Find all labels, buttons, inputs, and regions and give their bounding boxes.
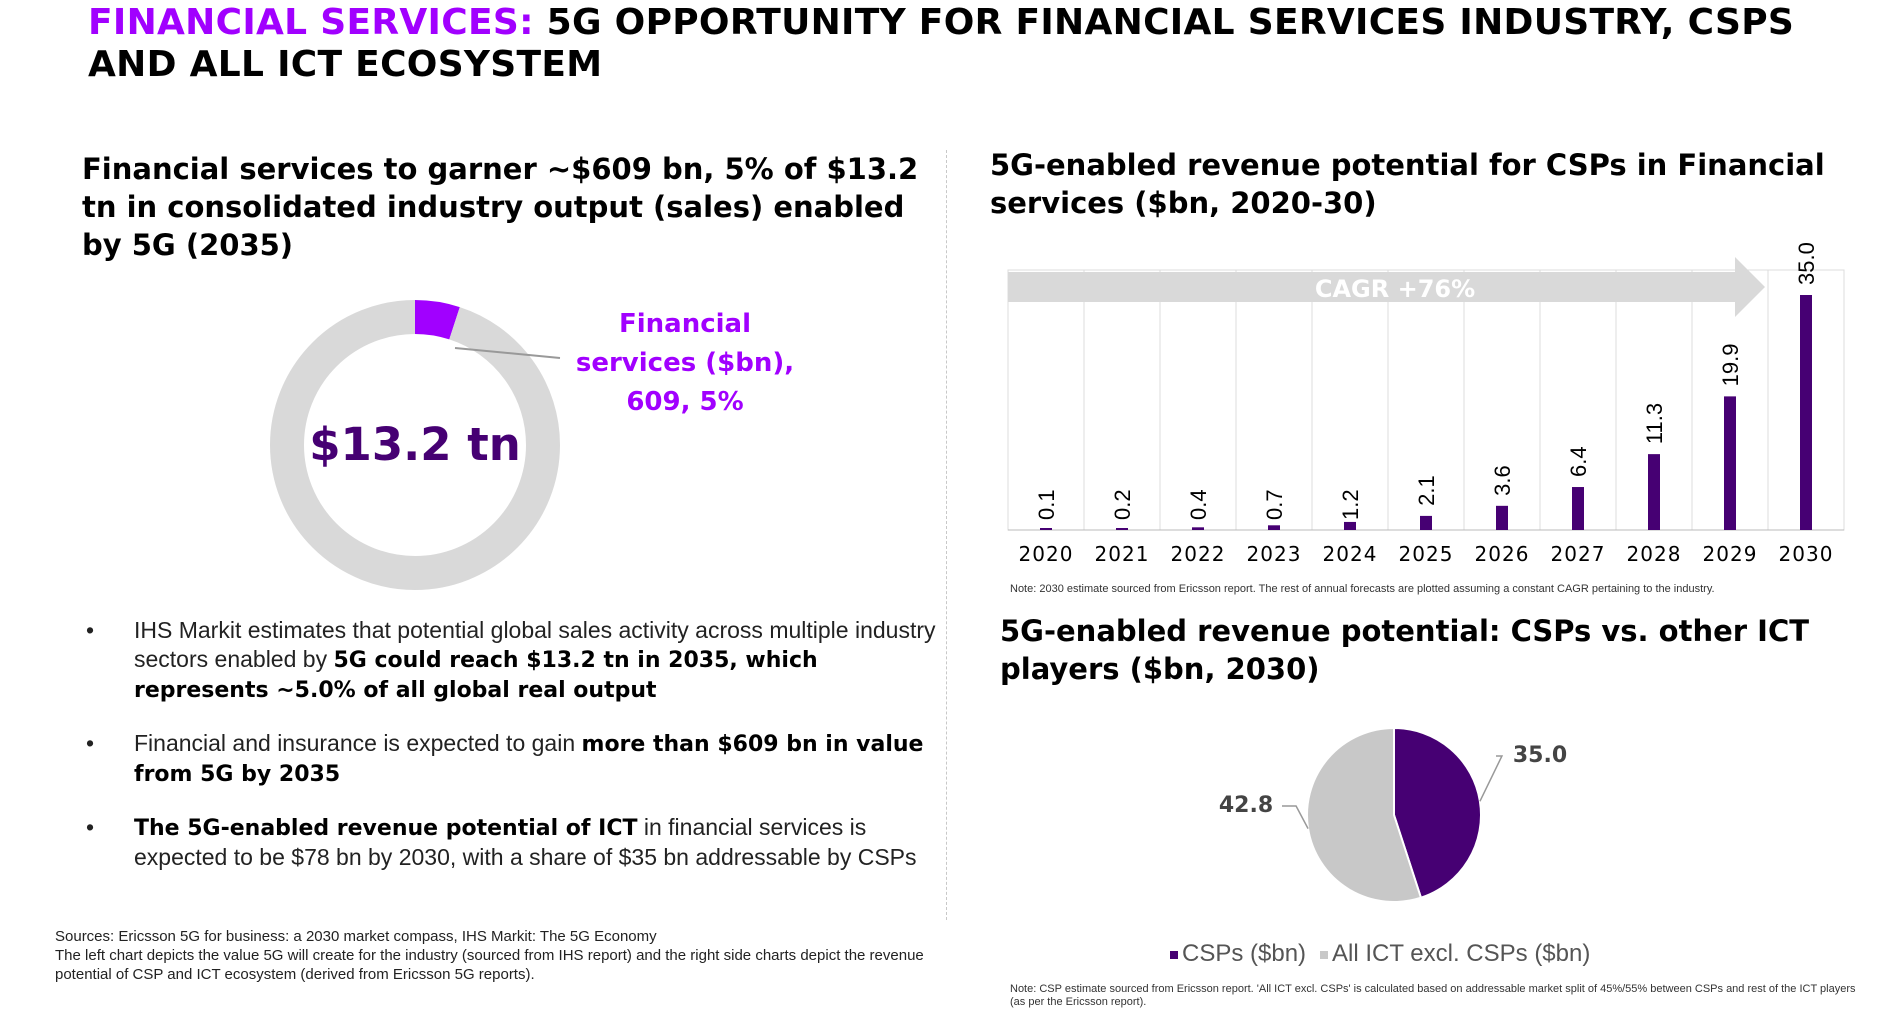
donut-slices <box>270 300 560 590</box>
bar-2023 <box>1268 525 1280 530</box>
legend-swatch <box>1320 950 1329 959</box>
bar-2026 <box>1496 505 1508 530</box>
bar-value-label: 2.1 <box>1414 475 1439 506</box>
legend-label: All ICT excl. CSPs ($bn) <box>1332 940 1591 967</box>
key-point-1: Financial and insurance is expected to g… <box>86 729 946 789</box>
x-tick-label: 2021 <box>1095 542 1150 566</box>
bar-2022 <box>1192 527 1204 530</box>
pie-value-label: 35.0 <box>1513 743 1567 768</box>
x-tick-label: 2029 <box>1703 542 1758 566</box>
bar-value-label: 3.6 <box>1490 465 1515 496</box>
bar-2021 <box>1116 528 1128 530</box>
bar-2029 <box>1724 396 1736 530</box>
bar-chart-note: Note: 2030 estimate sourced from Ericsso… <box>1010 583 1715 595</box>
sources-note: Sources: Ericsson 5G for business: a 203… <box>55 927 955 984</box>
donut-slice-label: Financial services ($bn), 609, 5% <box>575 309 795 417</box>
source-line-1: The left chart depicts the value 5G will… <box>55 947 924 983</box>
x-tick-label: 2025 <box>1399 542 1454 566</box>
x-tick-label: 2020 <box>1019 542 1074 566</box>
pie-chart: 35.0 42.8 <box>1219 726 1567 903</box>
donut-center-label: $13.2 tn <box>309 418 521 471</box>
bar-value-label: 1.2 <box>1338 489 1363 520</box>
x-tick-label: 2023 <box>1247 542 1302 566</box>
cagr-arrow <box>1008 257 1765 317</box>
page-title-rest: 5G OPPORTUNITY FOR FINANCIAL SERVICES IN… <box>88 2 1795 85</box>
panel-divider <box>946 150 947 920</box>
bar-2025 <box>1420 515 1432 530</box>
key-point-2: The 5G-enabled revenue potential of ICT … <box>86 813 946 872</box>
cagr-label: CAGR +76% <box>1315 275 1475 303</box>
bar-value-label: 19.9 <box>1718 344 1743 387</box>
x-tick-label: 2027 <box>1551 542 1606 566</box>
legend-item: All ICT excl. CSPs ($bn) <box>1320 940 1590 967</box>
x-tick-label: 2026 <box>1475 542 1530 566</box>
legend-item: CSPs ($bn) <box>1170 940 1306 967</box>
bar-value-label: 0.1 <box>1034 489 1059 520</box>
donut-panel-subtitle: Financial services to garner ~$609 bn, 5… <box>82 152 919 262</box>
legend-label: CSPs ($bn) <box>1182 940 1307 967</box>
page-title: FINANCIAL SERVICES: 5G OPPORTUNITY FOR F… <box>88 2 1878 86</box>
bar-value-label: 11.3 <box>1642 403 1667 444</box>
donut-slice-1 <box>270 300 560 590</box>
pie-value-label: 42.8 <box>1219 793 1273 818</box>
x-tick-label: 2022 <box>1171 542 1226 566</box>
bar-panel-subtitle: 5G-enabled revenue potential for CSPs in… <box>990 148 1825 220</box>
donut-chart: $13.2 tn <box>270 300 561 590</box>
pie-slice-1 <box>1306 726 1423 903</box>
bar-chart: CAGR +76% 0.1 2020 0.2 2021 0.4 2022 0.7 2023 1.2… <box>1007 242 1845 566</box>
x-tick-label: 2028 <box>1627 542 1682 566</box>
bar-value-label: 0.7 <box>1262 489 1287 520</box>
bar-value-label: 6.4 <box>1566 446 1591 477</box>
pie-panel-subtitle: 5G-enabled revenue potential: CSPs vs. o… <box>1000 614 1810 686</box>
pie-chart-note: Note: CSP estimate sourced from Ericsson… <box>1010 983 1856 1008</box>
bar-value-label: 35.0 <box>1794 242 1819 285</box>
bar-2030 <box>1800 295 1812 530</box>
bar-2027 <box>1572 487 1584 530</box>
x-tick-label: 2030 <box>1779 542 1834 566</box>
bar-value-label: 0.2 <box>1110 489 1135 520</box>
source-line-0: Sources: Ericsson 5G for business: a 203… <box>55 928 657 945</box>
bar-2020 <box>1040 528 1052 530</box>
key-points-list: IHS Markit estimates that potential glob… <box>86 616 946 896</box>
x-tick-label: 2024 <box>1323 542 1378 566</box>
pie-leader-line <box>1282 805 1309 829</box>
page-title-accent: FINANCIAL SERVICES: <box>88 2 534 43</box>
bar-value-label: 0.4 <box>1186 489 1211 520</box>
donut-leader-line <box>454 347 561 359</box>
pie-slice-0 <box>1393 726 1482 899</box>
pie-legend: CSPs ($bn) All ICT excl. CSPs ($bn) <box>1170 940 1604 968</box>
legend-swatch <box>1170 950 1178 959</box>
pie-leader-line <box>1479 755 1504 802</box>
bar-2024 <box>1344 521 1356 530</box>
key-point-0: IHS Markit estimates that potential glob… <box>86 616 946 705</box>
bar-2028 <box>1648 454 1660 530</box>
